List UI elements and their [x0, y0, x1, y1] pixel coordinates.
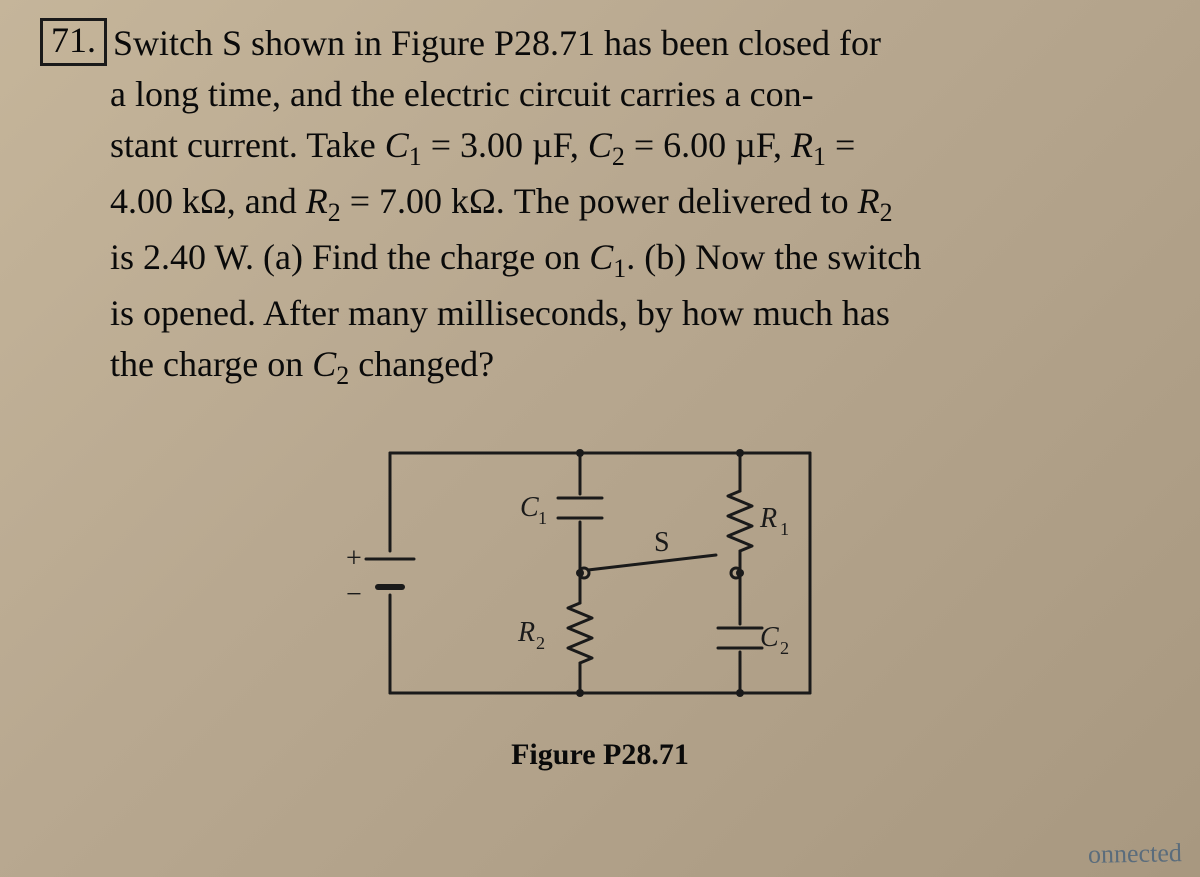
svg-text:R: R	[517, 617, 535, 648]
svg-text:C: C	[760, 622, 779, 653]
figure-caption: Figure P28.71	[40, 738, 1160, 772]
var-c2b: C	[312, 344, 336, 384]
sub: 1	[409, 142, 422, 171]
var-r1: R	[791, 125, 813, 165]
sub: 2	[612, 142, 625, 171]
svg-text:+: +	[346, 543, 362, 574]
problem-line2: a long time, and the electric circuit ca…	[40, 69, 1160, 120]
svg-text:2: 2	[536, 633, 545, 653]
bleed-through-text: onnected	[1088, 838, 1182, 870]
var-c2: C	[588, 125, 612, 165]
text-fragment: = 6.00 µF,	[625, 125, 791, 165]
sub: 2	[880, 198, 893, 227]
text-fragment: =	[826, 125, 855, 165]
text-fragment: changed?	[349, 344, 494, 384]
svg-text:1: 1	[538, 508, 547, 528]
problem-line5: is 2.40 W. (a) Find the charge on C1. (b…	[40, 232, 1160, 288]
var-r2b: R	[858, 181, 880, 221]
text-fragment: = 7.00 kΩ. The power delivered to	[341, 181, 858, 221]
circuit-diagram: +−C1SR2R1C2	[320, 423, 880, 723]
problem-line7: the charge on C2 changed?	[40, 339, 1160, 395]
sub: 1	[813, 142, 826, 171]
sub: 1	[613, 254, 626, 283]
problem-line4: 4.00 kΩ, and R2 = 7.00 kΩ. The power del…	[40, 176, 1160, 232]
problem-text: 71.Switch S shown in Figure P28.71 has b…	[40, 18, 1160, 395]
figure-area: +−C1SR2R1C2 Figure P28.71	[40, 423, 1160, 772]
problem-line6: is opened. After many milliseconds, by h…	[40, 288, 1160, 339]
textbook-page: 71.Switch S shown in Figure P28.71 has b…	[0, 0, 1200, 877]
text-fragment: 4.00 kΩ, and	[110, 181, 306, 221]
var-c1b: C	[589, 237, 613, 277]
svg-text:R: R	[759, 503, 777, 534]
svg-text:1: 1	[780, 519, 789, 539]
text-fragment: = 3.00 µF,	[422, 125, 588, 165]
sub: 2	[336, 361, 349, 390]
text-fragment: is 2.40 W. (a) Find the charge on	[110, 237, 589, 277]
problem-number-box: 71.	[40, 18, 107, 66]
var-c1: C	[385, 125, 409, 165]
svg-text:S: S	[654, 527, 670, 558]
svg-text:C: C	[520, 492, 539, 523]
problem-line3: stant current. Take C1 = 3.00 µF, C2 = 6…	[40, 120, 1160, 176]
var-r2: R	[306, 181, 328, 221]
svg-text:2: 2	[780, 638, 789, 658]
text-fragment: the charge on	[110, 344, 312, 384]
problem-line1: Switch S shown in Figure P28.71 has been…	[113, 23, 881, 63]
sub: 2	[328, 198, 341, 227]
text-fragment: . (b) Now the switch	[626, 237, 921, 277]
text-fragment: stant current. Take	[110, 125, 385, 165]
svg-text:−: −	[346, 579, 362, 610]
